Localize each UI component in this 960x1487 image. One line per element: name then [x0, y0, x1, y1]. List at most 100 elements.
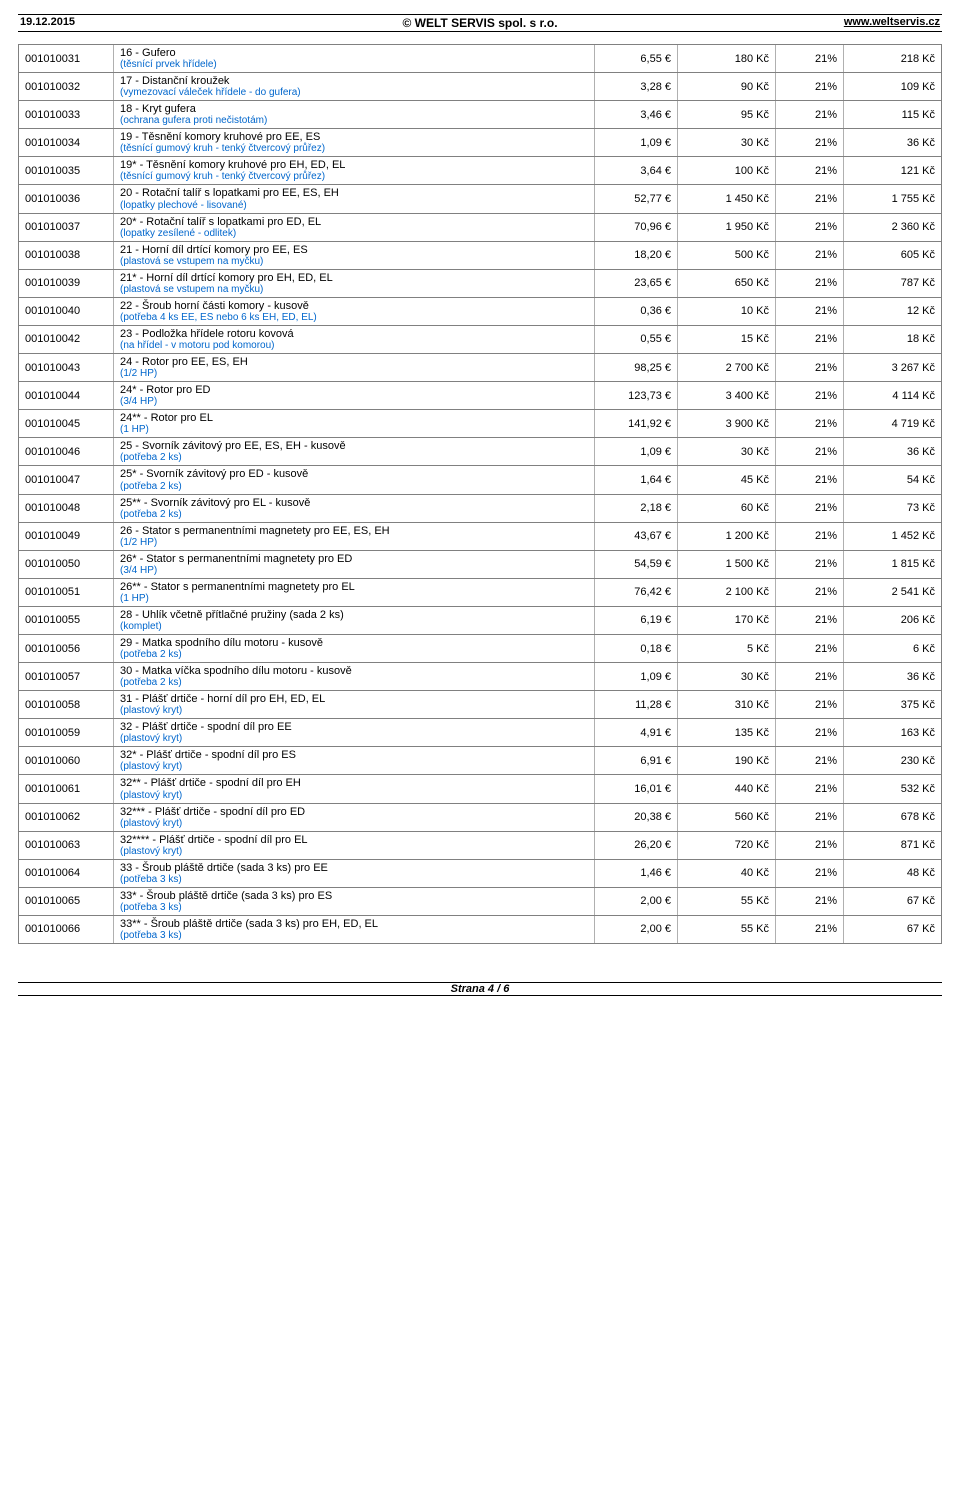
cell-price-czk-vat: 12 Kč	[844, 298, 941, 325]
cell-vat: 21%	[776, 73, 844, 100]
table-row: 001010051 26** - Stator s permanentními m…	[18, 579, 942, 607]
cell-vat: 21%	[776, 551, 844, 578]
cell-description: 16 - Gufero(těsnící prvek hřídele)	[114, 45, 595, 72]
desc-title: 33** - Šroub pláště drtiče (sada 3 ks) p…	[120, 918, 588, 930]
cell-price-eur: 1,09 €	[595, 129, 678, 156]
cell-price-czk: 100 Kč	[678, 157, 776, 184]
desc-subtitle: (3/4 HP)	[120, 396, 588, 407]
cell-code: 001010061	[19, 775, 114, 802]
cell-vat: 21%	[776, 916, 844, 943]
cell-vat: 21%	[776, 719, 844, 746]
cell-price-czk: 3 900 Kč	[678, 410, 776, 437]
desc-subtitle: (plastová se vstupem na myčku)	[120, 284, 588, 295]
cell-description: 20* - Rotační talíř s lopatkami pro ED, …	[114, 214, 595, 241]
cell-description: 30 - Matka víčka spodního dílu motoru - …	[114, 663, 595, 690]
cell-description: 32* - Plášť drtiče - spodní díl pro ES(p…	[114, 747, 595, 774]
cell-vat: 21%	[776, 354, 844, 381]
cell-price-czk: 1 500 Kč	[678, 551, 776, 578]
cell-price-eur: 2,18 €	[595, 495, 678, 522]
cell-price-czk: 10 Kč	[678, 298, 776, 325]
desc-subtitle: (plastový kryt)	[120, 705, 588, 716]
cell-code: 001010047	[19, 466, 114, 493]
cell-description: 26** - Stator s permanentními magnetety …	[114, 579, 595, 606]
desc-title: 32*** - Plášť drtiče - spodní díl pro ED	[120, 806, 588, 818]
table-row: 00101005528 - Uhlík včetně přítlačné pru…	[18, 607, 942, 635]
desc-subtitle: (vymezovací váleček hřídele - do gufera)	[120, 87, 588, 98]
table-row: 00101005932 - Plášť drtiče - spodní díl …	[18, 719, 942, 747]
desc-title: 17 - Distanční kroužek	[120, 75, 588, 87]
page-header: 19.12.2015 © WELT SERVIS spol. s r.o. ww…	[18, 16, 942, 32]
desc-title: 26** - Stator s permanentními magnetety …	[120, 581, 588, 593]
cell-vat: 21%	[776, 214, 844, 241]
cell-description: 17 - Distanční kroužek(vymezovací váleče…	[114, 73, 595, 100]
desc-title: 32* - Plášť drtiče - spodní díl pro ES	[120, 749, 588, 761]
cell-code: 001010040	[19, 298, 114, 325]
cell-price-czk-vat: 36 Kč	[844, 663, 941, 690]
cell-description: 20 - Rotační talíř s lopatkami pro EE, E…	[114, 185, 595, 212]
cell-vat: 21%	[776, 804, 844, 831]
desc-subtitle: (potřeba 2 ks)	[120, 677, 588, 688]
desc-subtitle: (plastový kryt)	[120, 733, 588, 744]
cell-price-czk-vat: 2 360 Kč	[844, 214, 941, 241]
cell-code: 001010033	[19, 101, 114, 128]
desc-subtitle: (1 HP)	[120, 593, 588, 604]
cell-description: 25 - Svorník závitový pro EE, ES, EH - k…	[114, 438, 595, 465]
cell-description: 32**** - Plášť drtiče - spodní díl pro E…	[114, 832, 595, 859]
desc-title: 32**** - Plášť drtiče - spodní díl pro E…	[120, 834, 588, 846]
cell-price-czk: 1 450 Kč	[678, 185, 776, 212]
cell-price-eur: 3,28 €	[595, 73, 678, 100]
cell-price-eur: 6,55 €	[595, 45, 678, 72]
desc-title: 31 - Plášť drtiče - horní díl pro EH, ED…	[120, 693, 588, 705]
cell-price-eur: 76,42 €	[595, 579, 678, 606]
cell-code: 001010039	[19, 270, 114, 297]
desc-title: 20 - Rotační talíř s lopatkami pro EE, E…	[120, 187, 588, 199]
cell-price-czk-vat: 163 Kč	[844, 719, 941, 746]
header-url: www.weltservis.cz	[633, 16, 940, 30]
cell-vat: 21%	[776, 242, 844, 269]
cell-price-eur: 123,73 €	[595, 382, 678, 409]
cell-price-eur: 52,77 €	[595, 185, 678, 212]
desc-subtitle: (potřeba 2 ks)	[120, 481, 588, 492]
cell-vat: 21%	[776, 663, 844, 690]
cell-description: 33 - Šroub pláště drtiče (sada 3 ks) pro…	[114, 860, 595, 887]
cell-price-eur: 26,20 €	[595, 832, 678, 859]
desc-title: 18 - Kryt gufera	[120, 103, 588, 115]
cell-price-czk-vat: 605 Kč	[844, 242, 941, 269]
cell-description: 26* - Stator s permanentními magnetety p…	[114, 551, 595, 578]
cell-price-eur: 11,28 €	[595, 691, 678, 718]
cell-vat: 21%	[776, 185, 844, 212]
cell-price-eur: 18,20 €	[595, 242, 678, 269]
desc-title: 29 - Matka spodního dílu motoru - kusově	[120, 637, 588, 649]
cell-description: 19 - Těsnění komory kruhové pro EE, ES(t…	[114, 129, 595, 156]
desc-subtitle: (1 HP)	[120, 424, 588, 435]
cell-description: 25** - Svorník závitový pro EL - kusově(…	[114, 495, 595, 522]
cell-price-eur: 0,55 €	[595, 326, 678, 353]
desc-title: 32** - Plášť drtiče - spodní díl pro EH	[120, 777, 588, 789]
desc-subtitle: (na hřídel - v motoru pod komorou)	[120, 340, 588, 351]
table-row: 00101005026* - Stator s permanentními ma…	[18, 551, 942, 579]
desc-title: 24 - Rotor pro EE, ES, EH	[120, 356, 588, 368]
cell-code: 001010056	[19, 635, 114, 662]
table-row: 00101005730 - Matka víčka spodního dílu …	[18, 663, 942, 691]
cell-code: 001010031	[19, 45, 114, 72]
cell-price-eur: 54,59 €	[595, 551, 678, 578]
cell-vat: 21%	[776, 775, 844, 802]
cell-description: 33* - Šroub pláště drtiče (sada 3 ks) pr…	[114, 888, 595, 915]
desc-subtitle: (potřeba 4 ks EE, ES nebo 6 ks EH, ED, E…	[120, 312, 588, 323]
cell-description: 24* - Rotor pro ED(3/4 HP)	[114, 382, 595, 409]
cell-code: 001010064	[19, 860, 114, 887]
cell-price-eur: 2,00 €	[595, 888, 678, 915]
cell-code: 001010051	[19, 579, 114, 606]
cell-price-czk: 30 Kč	[678, 129, 776, 156]
cell-code: 001010038	[19, 242, 114, 269]
desc-subtitle: (plastová se vstupem na myčku)	[120, 256, 588, 267]
table-row: 00101006332**** - Plášť drtiče - spodní …	[18, 832, 942, 860]
cell-code: 001010043	[19, 354, 114, 381]
cell-vat: 21%	[776, 523, 844, 550]
desc-subtitle: (1/2 HP)	[120, 368, 588, 379]
cell-code: 001010066	[19, 916, 114, 943]
cell-description: 26 - Stator s permanentními magnetety pr…	[114, 523, 595, 550]
desc-title: 21* - Horní díl drtící komory pro EH, ED…	[120, 272, 588, 284]
table-row: 00101004524** - Rotor pro EL(1 HP)141,92…	[18, 410, 942, 438]
desc-title: 25 - Svorník závitový pro EE, ES, EH - k…	[120, 440, 588, 452]
